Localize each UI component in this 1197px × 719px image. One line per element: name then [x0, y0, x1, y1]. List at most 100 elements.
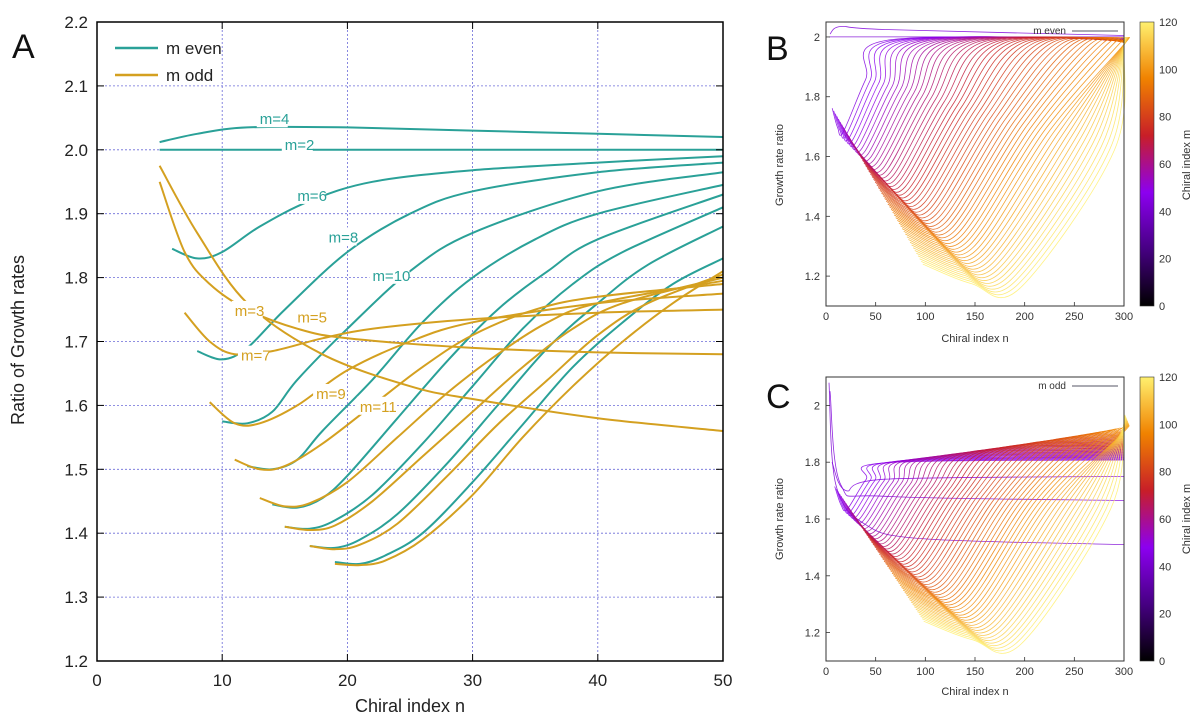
y-tick-label: 1.6: [64, 396, 88, 415]
colorbar-tick-label: 20: [1159, 254, 1171, 266]
family-curve-m47: [866, 443, 1125, 562]
family-curve-m77: [890, 431, 1125, 601]
colorbar-gradient: [1139, 21, 1155, 307]
series-line-even-m6: [171, 155, 724, 260]
family-curve-m104: [909, 37, 1128, 276]
family-curve-m58: [873, 36, 1125, 210]
series-line-even-m8: [196, 161, 724, 361]
panel-b-xlabel: Chiral index n: [941, 333, 1008, 345]
y-tick-label: 2.1: [64, 77, 88, 96]
panel-a-ylabel: Ratio of Growth rates: [8, 255, 28, 425]
annotation-bg: [313, 384, 345, 403]
family-curve-m40: [858, 36, 1125, 185]
annotation-bg: [294, 185, 326, 204]
series-line-odd-m7: [209, 292, 724, 427]
colorbar-tick-label: 60: [1159, 514, 1171, 526]
family-curve-m80: [890, 37, 1125, 241]
family-curve-m34: [854, 36, 1125, 176]
panel-c-ticks: 0 50 100 150 200 250 300 1.2 1.4 1.6 1.8 2: [805, 400, 1133, 678]
panel-a: A 0 10 20 30 40 50 1.2 1.3 1.4 1.5 1.6 1.7 1.8 1.9 2.0…: [8, 13, 732, 716]
panel-c-ylabel: Growth rate ratio: [774, 478, 786, 560]
colorbar-tick-label: 0: [1159, 301, 1165, 313]
series-line-odd-m9: [234, 283, 724, 471]
family-curve-m64: [877, 36, 1125, 219]
family-curve-m71: [885, 434, 1125, 593]
panel-c-letter: C: [766, 378, 791, 416]
x-tick-label: 150: [966, 311, 984, 323]
panel-a-ticks: 0 10 20 30 40 50 1.2 1.3 1.4 1.5 1.6 1.7 1.8 1.9 2.0 2.…: [64, 13, 732, 690]
y-tick-label: 1.3: [64, 588, 88, 607]
y-tick-label: 1.6: [805, 152, 820, 164]
curve-label: m=10: [372, 268, 410, 285]
x-tick-label: 100: [916, 666, 934, 678]
family-curve-m68: [881, 36, 1125, 224]
panel-c-legend: m odd: [1038, 381, 1118, 392]
y-tick-label: 1.6: [805, 514, 820, 526]
curve-label: m=3: [235, 303, 265, 320]
family-curve-m66: [879, 36, 1125, 222]
series-line-odd-m11: [259, 279, 724, 508]
family-curve-m37: [858, 447, 1125, 550]
series-line-odd-m5: [183, 308, 724, 356]
family-curve-m88: [897, 37, 1127, 253]
x-tick-label: 0: [823, 666, 829, 678]
family-curve-m18: [841, 36, 1125, 153]
x-tick-label: 40: [588, 671, 607, 690]
y-tick-label: 1.2: [64, 652, 88, 671]
x-tick-label: 150: [966, 666, 984, 678]
y-tick-label: 1.8: [805, 92, 820, 104]
panel-c-colorbar: 0 20 40 60 80 100 120: [1139, 372, 1177, 668]
family-curve-m86: [895, 37, 1125, 250]
family-curve-m62: [876, 36, 1125, 216]
legend-label: m odd: [1038, 381, 1066, 392]
panel-a-series: [158, 125, 724, 567]
annotation-bg: [325, 227, 357, 246]
colorbar-tick-label: 40: [1159, 561, 1171, 573]
family-curve-m19: [843, 455, 1125, 527]
family-curve-m83: [894, 429, 1125, 608]
annotation-bg: [356, 396, 397, 415]
family-curve-m9: [835, 458, 1125, 514]
colorbar-tick-label: 100: [1159, 64, 1177, 76]
y-tick-label: 1.4: [64, 524, 88, 543]
curve-label: m=7: [241, 348, 271, 365]
family-curve-m15: [840, 456, 1125, 522]
family-curve-m85: [896, 428, 1125, 611]
x-tick-label: 200: [1015, 311, 1033, 323]
colorbar-gradient: [1139, 376, 1155, 662]
series-line-odd-m13: [284, 276, 724, 532]
family-curve-m76: [887, 36, 1125, 236]
y-tick-label: 2: [814, 400, 820, 412]
family-curve-m72: [884, 36, 1125, 230]
x-tick-label: 50: [714, 671, 733, 690]
colorbar-tick-label: 20: [1159, 609, 1171, 621]
x-tick-label: 0: [823, 311, 829, 323]
panel-b-colorbar: 0 20 40 60 80 100 120: [1139, 17, 1177, 313]
family-curve-m11: [837, 458, 1125, 517]
family-curve-m7: [834, 459, 1125, 512]
panel-a-letter: A: [12, 28, 35, 66]
panel-b-letter: B: [766, 30, 789, 68]
family-curve-m65: [880, 436, 1125, 585]
family-curve-m78: [889, 37, 1125, 239]
family-curve-m54: [870, 36, 1125, 204]
series-line-even-m16: [284, 206, 724, 530]
y-tick-label: 2.0: [64, 141, 88, 160]
family-curve-m75: [888, 432, 1125, 598]
series-line-odd-m1: [158, 165, 724, 432]
family-curve-m39: [859, 447, 1125, 552]
y-tick-label: 1.9: [64, 205, 88, 224]
panel-c-xlabel: Chiral index n: [941, 686, 1008, 698]
family-curve-m17: [842, 455, 1125, 524]
panel-b-colorbar-label: Chiral index m: [1181, 130, 1193, 200]
panel-c-frame: [825, 376, 1125, 662]
curve-label: m=2: [285, 137, 315, 154]
y-tick-label: 1.2: [805, 628, 820, 640]
panel-c-curves: [828, 382, 1130, 654]
panel-b-ylabel: Growth rate ratio: [774, 124, 786, 206]
series-line-even-m18: [309, 225, 724, 550]
y-tick-label: 1.2: [805, 271, 820, 283]
family-curve-m84: [893, 37, 1125, 247]
